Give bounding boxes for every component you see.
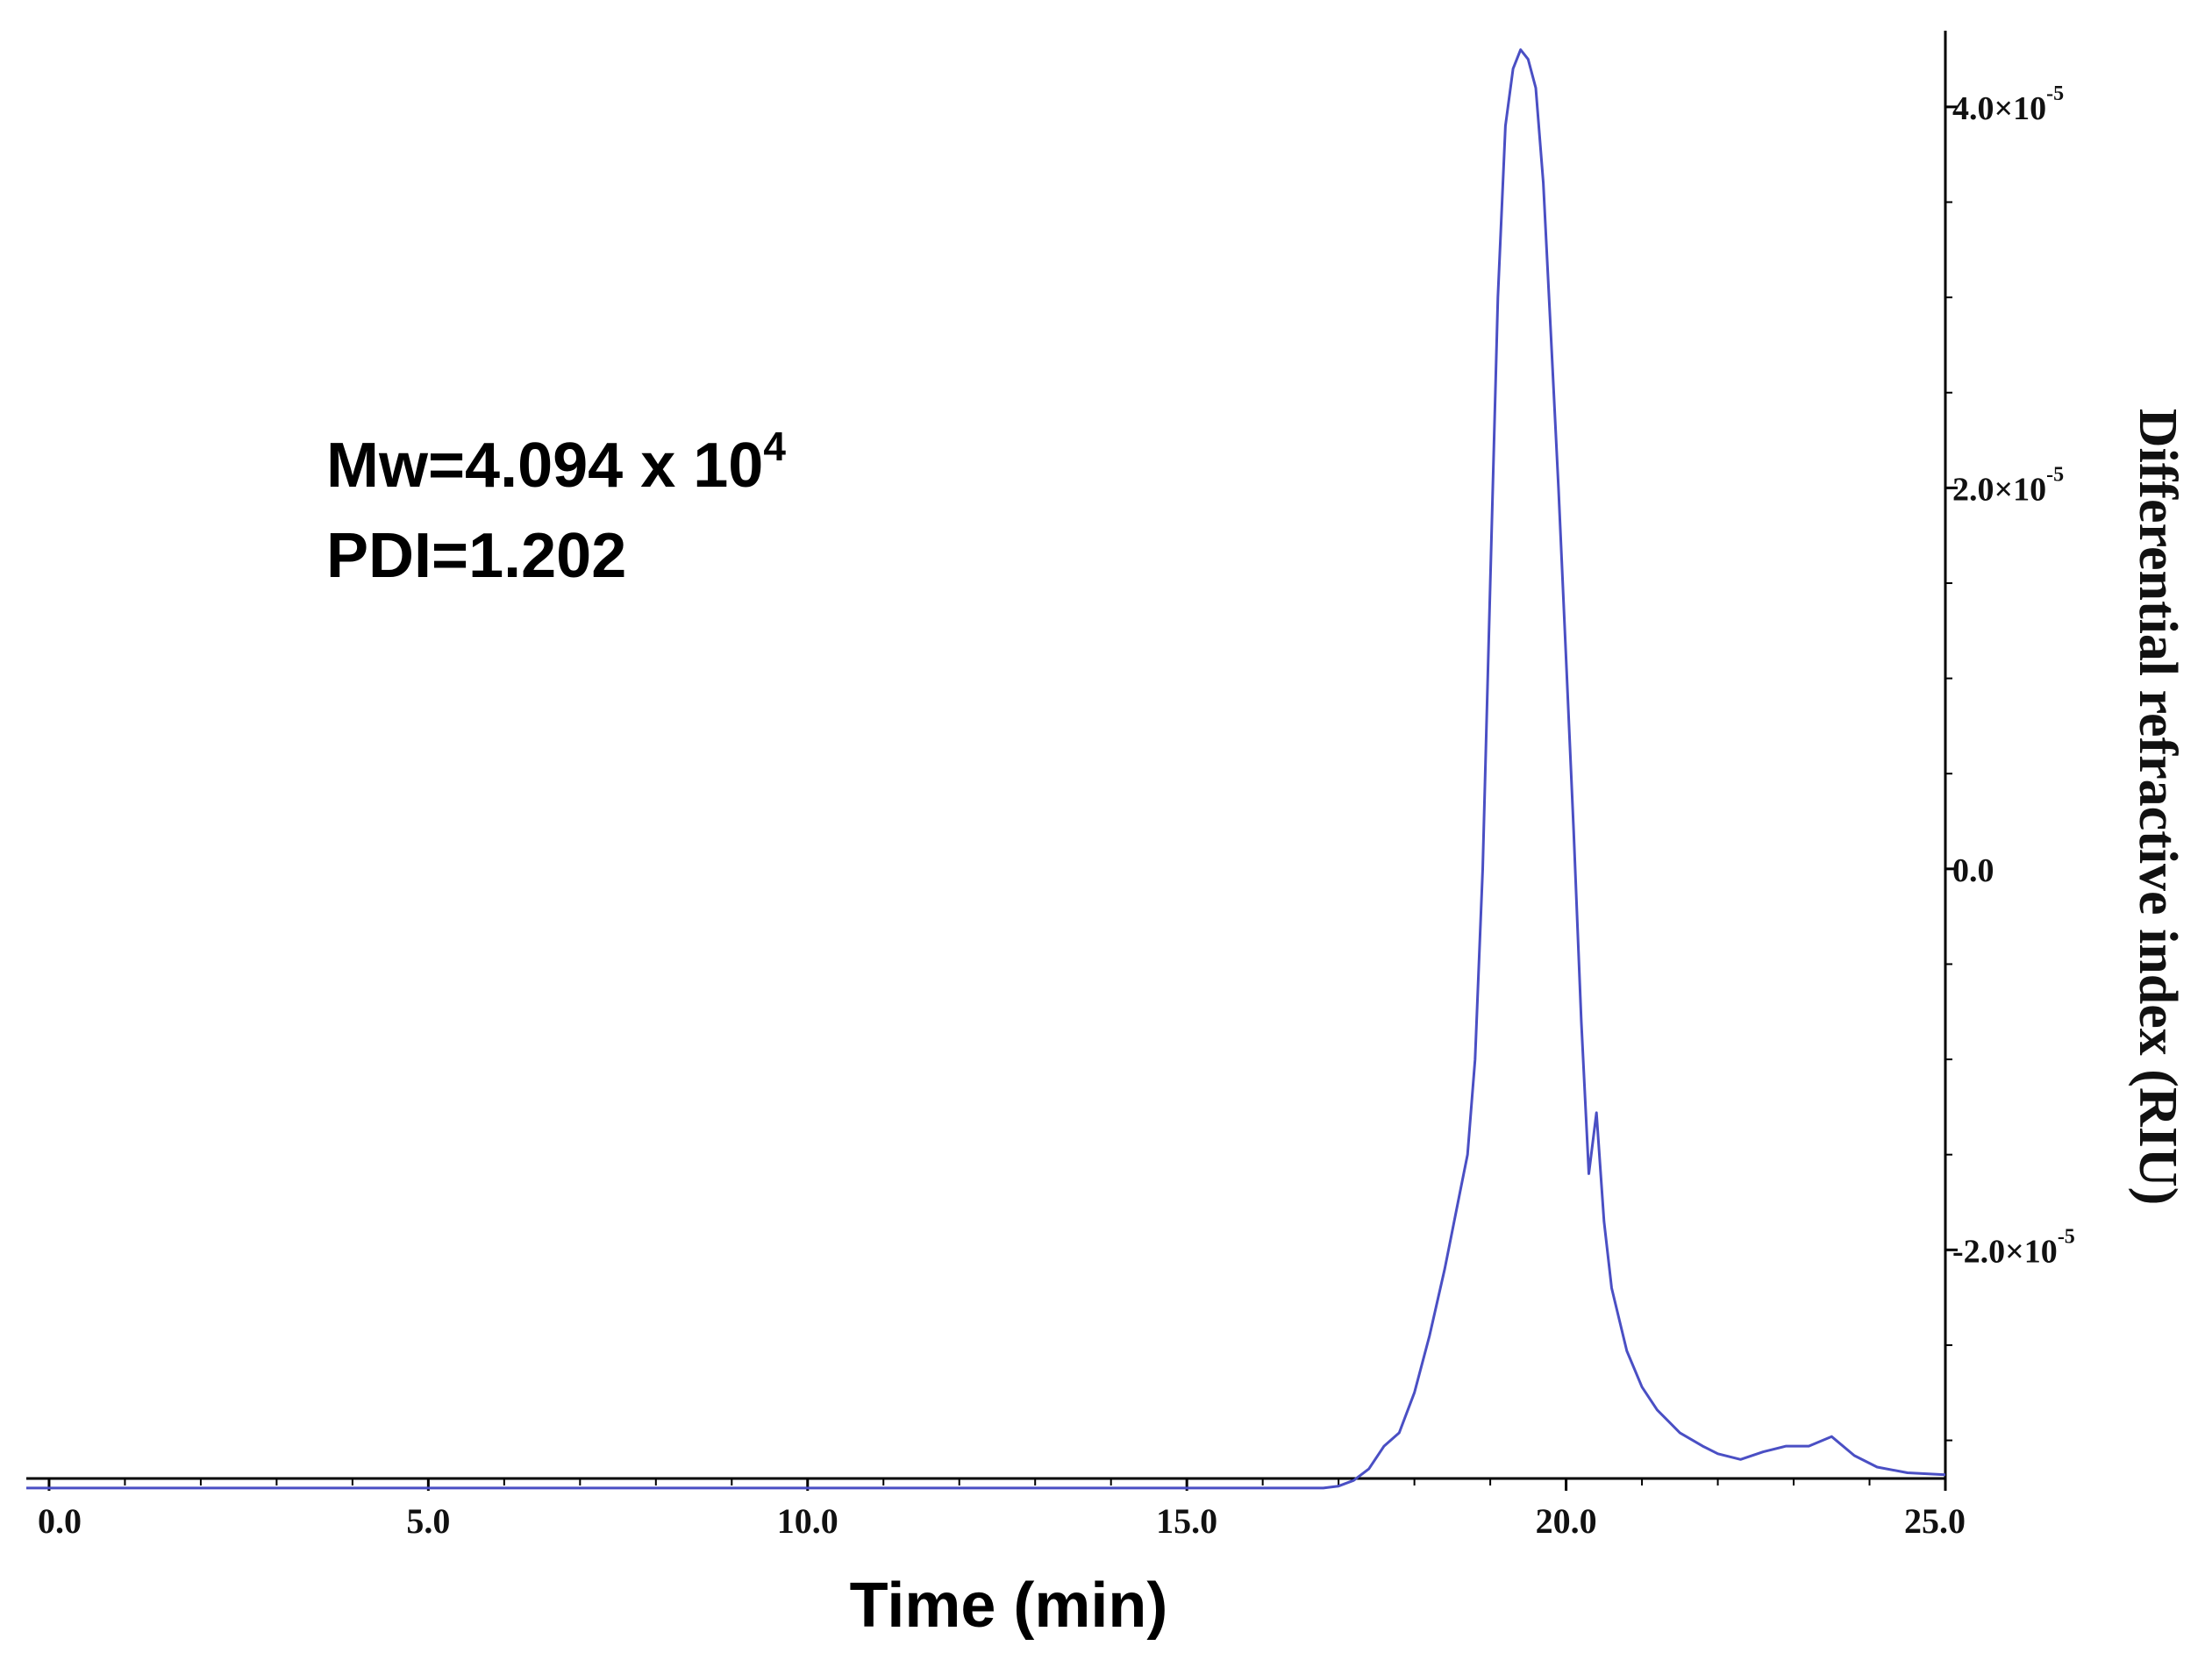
x-tick-label: 5.0 [406, 1501, 450, 1541]
mw-annotation: Mw=4.094 x 104 [326, 424, 786, 501]
y-tick-label: 4.0×10-5 [1952, 82, 2064, 127]
x-tick-label: 15.0 [1156, 1501, 1217, 1541]
x-tick-label: 10.0 [777, 1501, 838, 1541]
y-tick-label-mantissa: 4.0×10 [1952, 90, 2046, 127]
mw-exponent: 4 [763, 424, 786, 469]
y-tick-labels: -2.0×10-50.02.0×10-54.0×10-5 [1952, 82, 2075, 1270]
y-tick-label: 0.0 [1952, 852, 1994, 889]
mw-text: Mw=4.094 x 10 [326, 431, 763, 501]
x-tick-label: 0.0 [38, 1501, 82, 1541]
y-tick-label-mantissa: -2.0×10 [1952, 1233, 2058, 1270]
y-tick-label: -2.0×10-5 [1952, 1225, 2075, 1270]
x-axis-label: Time (min) [850, 1571, 1168, 1641]
y-ticks [1945, 105, 1958, 1442]
y-tick-label-mantissa: 2.0×10 [1952, 471, 2046, 508]
y-tick-label-exponent: -5 [2058, 1225, 2075, 1248]
y-tick-label: 2.0×10-5 [1952, 463, 2064, 508]
x-tick-label: 20.0 [1536, 1501, 1597, 1541]
y-tick-label-mantissa: 0.0 [1952, 852, 1994, 889]
series-line-ri-signal [26, 48, 1946, 1490]
x-tick-label: 25.0 [1904, 1501, 1966, 1541]
y-tick-label-exponent: -5 [2046, 463, 2064, 486]
y-tick-label-exponent: -5 [2046, 82, 2064, 105]
y-axis-label: Differential refractive index (RIU) [2128, 409, 2187, 1205]
x-tick-labels: 0.0 5.0 10.0 15.0 20.0 25.0 [38, 1501, 1966, 1541]
pdi-annotation: PDI=1.202 [326, 521, 626, 591]
